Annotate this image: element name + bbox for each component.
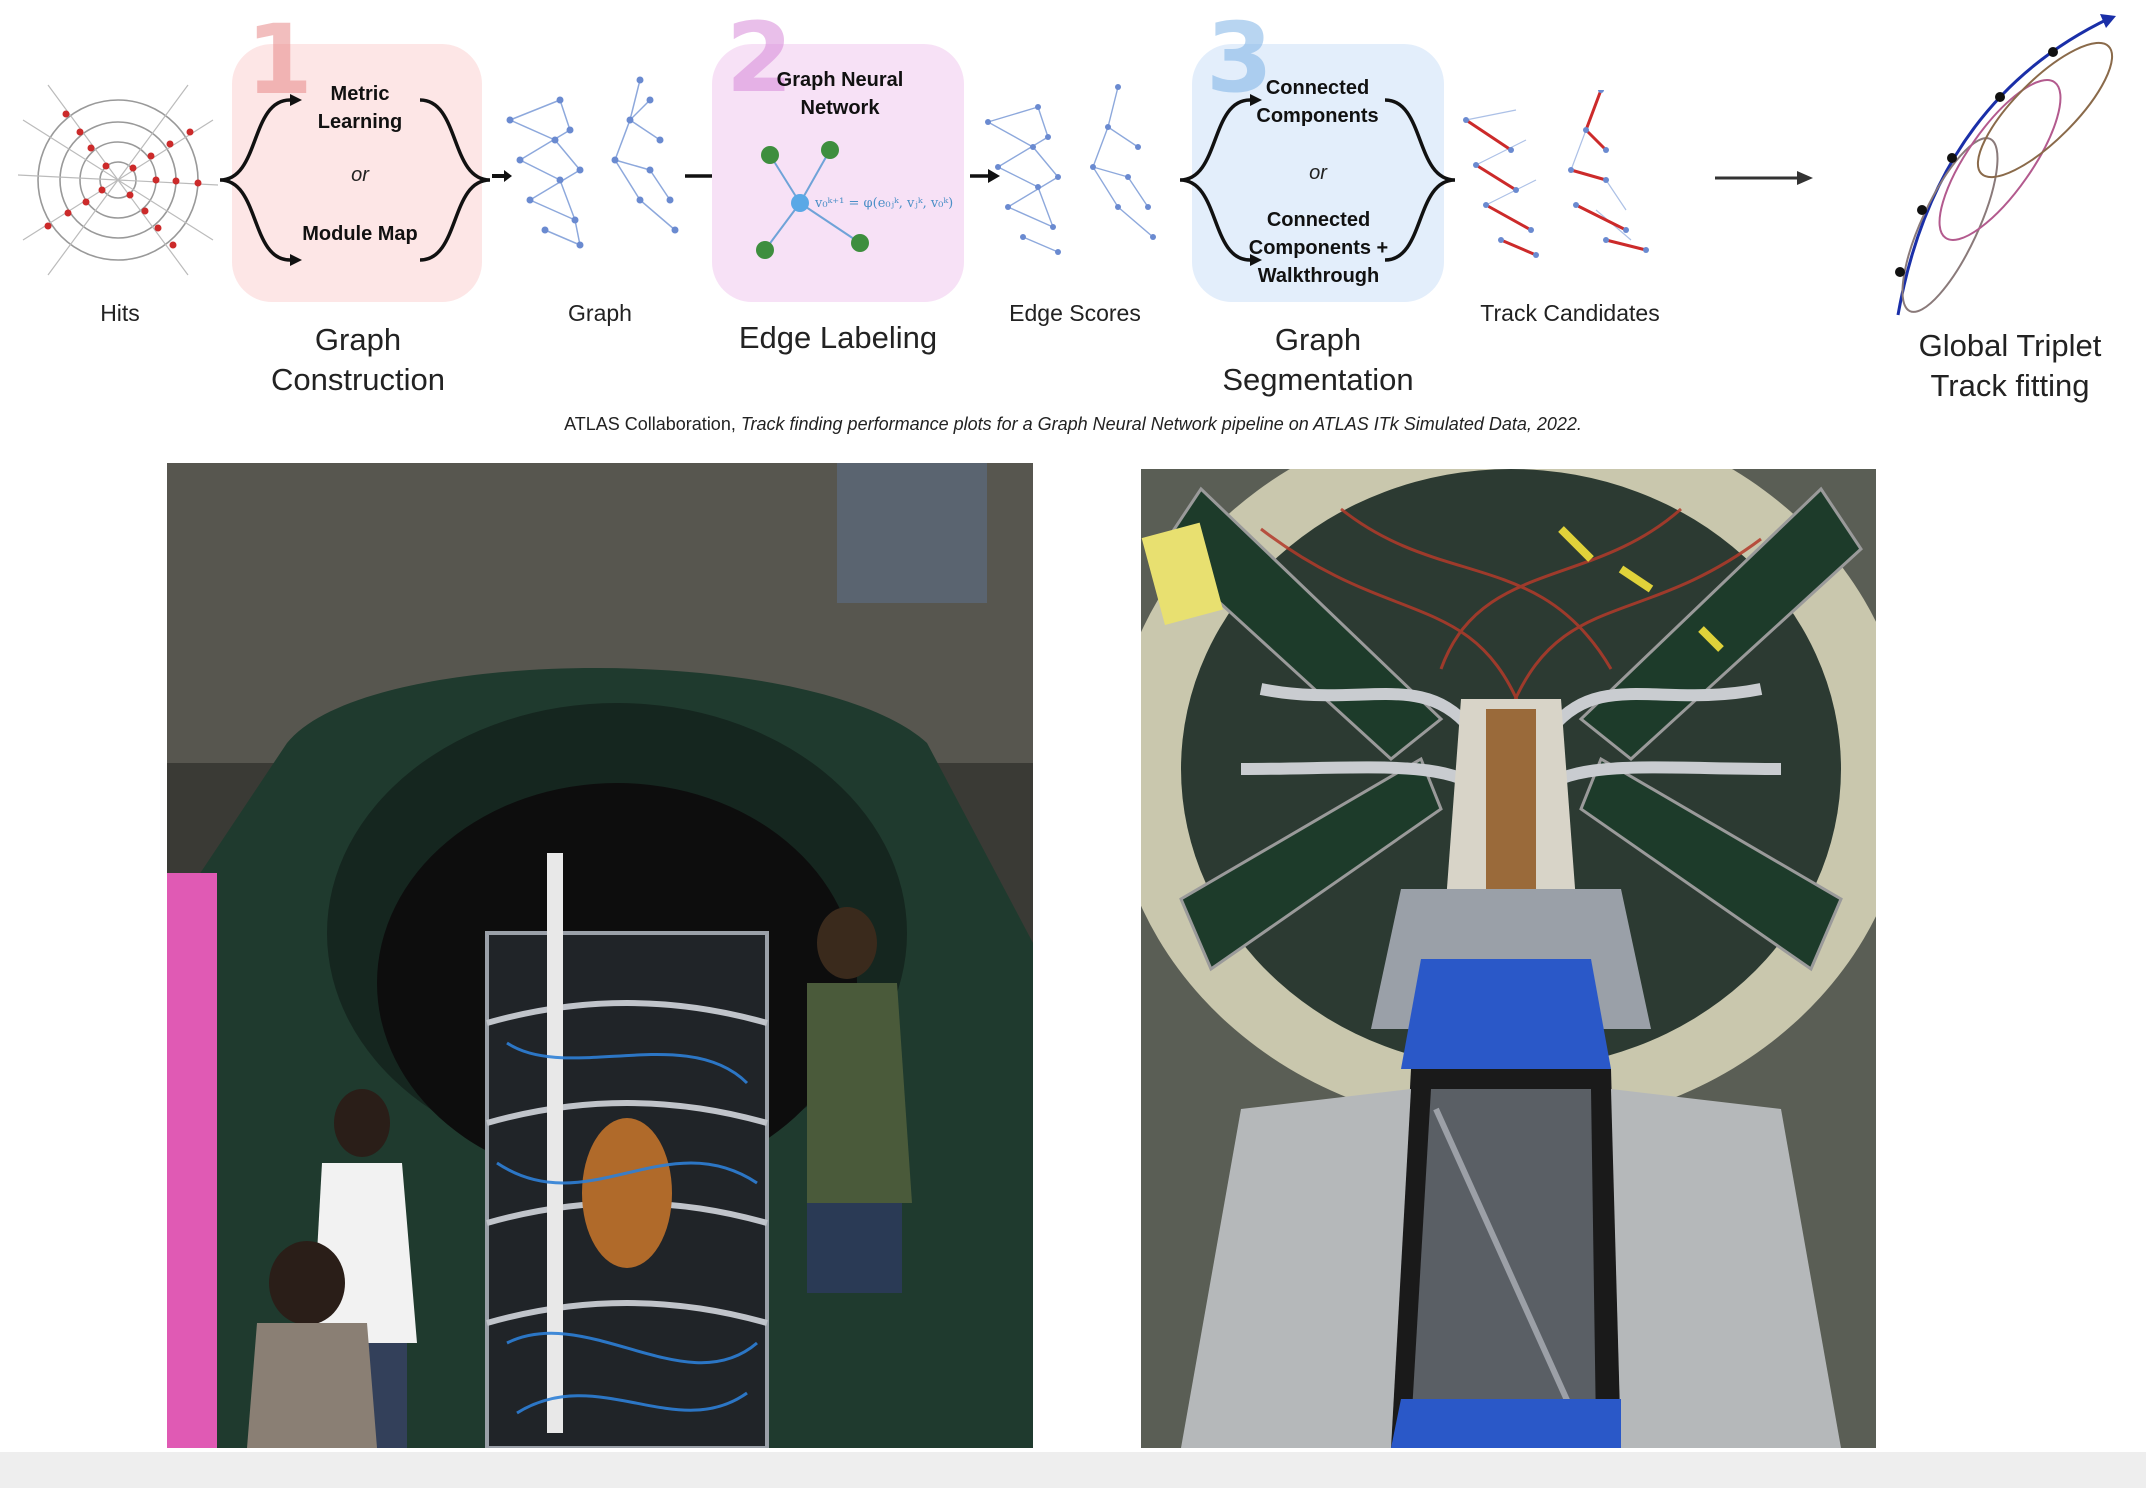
arrow-icon [970, 169, 1000, 183]
gnn-update-formula: v₀ᵏ⁺¹ = φ(e₀ⱼᵏ, vⱼᵏ, v₀ᵏ) [815, 196, 954, 211]
stage1-or-label: or [351, 164, 369, 186]
edge-scores-graph-icon [985, 84, 1156, 255]
stage-number-2: 2 [726, 2, 793, 114]
stage3-braces-icon [1179, 94, 1456, 266]
stage-number-1: 1 [246, 4, 313, 116]
figure-caption: ATLAS Collaboration, Track finding perfo… [0, 414, 2146, 435]
track-fitting-label: Global Triplet Track fitting [1918, 328, 2102, 403]
edge-scores-label: Edge Scores [1009, 300, 1141, 326]
metric-learning-label: Metric Learning [317, 83, 403, 133]
stage-number-3: 3 [1206, 2, 1273, 114]
module-map-label: Module Map [302, 223, 418, 245]
detector-closeup-photo [1141, 469, 1876, 1448]
track-candidates-graph-icon [1463, 90, 1649, 258]
graph-segmentation-label: Graph Segmentation [1222, 322, 1414, 397]
connected-components-label: Connected Components [1256, 77, 1379, 127]
gnn-title: Graph Neural Network [776, 69, 904, 119]
hits-detector-icon [18, 84, 218, 276]
track-candidates-label: Track Candidates [1480, 300, 1660, 326]
graph-construction-label: Graph Construction [270, 322, 446, 397]
edge-labeling-label: Edge Labeling [738, 320, 938, 355]
gnn-message-passing-icon [756, 141, 869, 259]
arrow-icon [1715, 171, 1813, 185]
arrow-icon [492, 170, 512, 182]
track-fitting-icon [1895, 14, 2116, 316]
stage3-or-label: or [1309, 162, 1327, 184]
edge-labeling-box [712, 44, 964, 302]
hits-label: Hits [100, 300, 140, 326]
caption-prefix: ATLAS Collaboration, [564, 414, 741, 434]
bottom-strip [0, 1452, 2146, 1488]
graph-label: Graph [568, 300, 632, 326]
detector-installation-photo [167, 463, 1033, 1448]
stage1-braces-icon [219, 94, 491, 266]
detector-installation-illustration-icon [167, 463, 1033, 1448]
caption-title: Track finding performance plots for a Gr… [740, 414, 1582, 434]
graph-segmentation-box [1192, 44, 1444, 302]
graph-construction-box [232, 44, 482, 302]
detector-closeup-illustration-icon [1141, 469, 1876, 1448]
graph-icon [506, 76, 679, 249]
connected-components-walkthrough-label: Connected Components + Walkthrough [1248, 209, 1389, 287]
